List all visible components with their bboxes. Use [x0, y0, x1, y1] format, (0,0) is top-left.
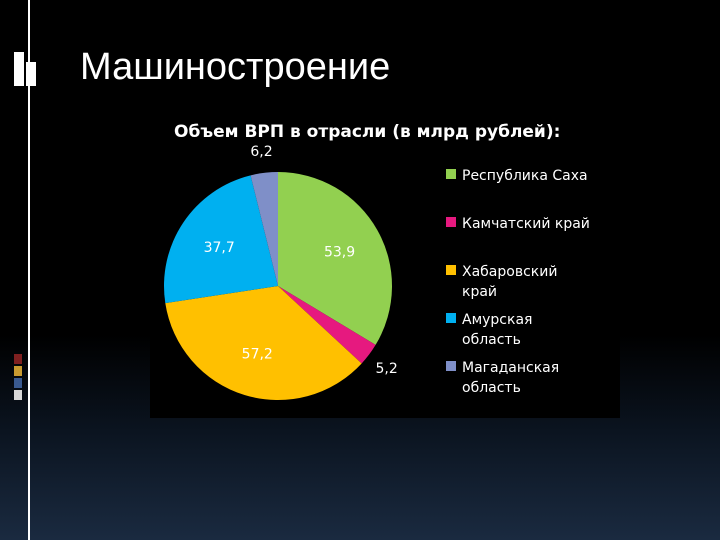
legend-label-5: область — [462, 380, 521, 396]
legend-label-4: Амурская — [462, 312, 532, 328]
data-label-2: 5,2 — [376, 361, 398, 377]
data-label-5: 6,2 — [250, 144, 272, 160]
chart-panel: Объем ВРП в отрасли (в млрд рублей): 53,… — [150, 108, 620, 418]
pie-slice-4 — [164, 175, 278, 304]
legend-label-5: Магаданская — [462, 360, 559, 376]
legend-label-1: Республика Саха — [462, 168, 588, 184]
pie-slice-5 — [250, 172, 278, 286]
legend-swatch-5 — [446, 361, 456, 371]
data-label-4: 37,7 — [204, 240, 235, 256]
legend-label-3: Хабаровский — [462, 264, 557, 280]
data-label-1: 53,9 — [324, 244, 355, 260]
chart-title: Объем ВРП в отрасли (в млрд рублей): — [174, 122, 561, 142]
left-rule — [28, 0, 30, 540]
pie-slice-1 — [278, 172, 392, 345]
legend-swatch-4 — [446, 313, 456, 323]
decorative-blocks-top — [14, 52, 38, 86]
pie-slice-3 — [165, 286, 362, 400]
legend-label-3: край — [462, 284, 497, 300]
legend-swatch-3 — [446, 265, 456, 275]
data-label-3: 57,2 — [242, 347, 273, 363]
legend-label-2: Камчатский край — [462, 216, 590, 232]
legend-label-4: область — [462, 332, 521, 348]
decorative-blocks-side — [14, 354, 26, 402]
pie-chart: 53,9 5,2 57,2 37,7 6,2 Республика Саха Камчатс… — [164, 144, 590, 400]
legend-swatch-1 — [446, 169, 456, 179]
legend-swatch-2 — [446, 217, 456, 227]
pie-slice-2 — [278, 286, 376, 364]
slide-title: Машиностроение — [80, 46, 391, 88]
